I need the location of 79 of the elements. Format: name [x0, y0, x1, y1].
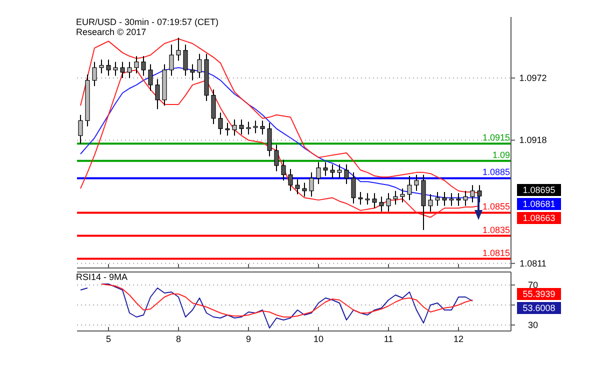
candlestick [295, 178, 300, 195]
candlestick [260, 120, 265, 135]
candlestick [470, 184, 475, 203]
candlestick [239, 118, 244, 135]
candlestick [330, 164, 335, 179]
candlestick [246, 121, 251, 135]
candlestick [99, 59, 104, 74]
candlestick [197, 53, 202, 79]
candlestick [288, 168, 293, 192]
candlestick [442, 192, 447, 206]
candlestick [218, 112, 223, 135]
candlestick [92, 61, 97, 87]
candlestick [148, 64, 153, 92]
x-tick-label: 8 [176, 334, 182, 344]
text: 55.3939 [522, 289, 556, 299]
ref-line-label: 1.0915 [482, 132, 510, 143]
candlestick [141, 56, 146, 76]
y-tick-label: 1.0918 [519, 135, 547, 146]
x-tick-label: 10 [313, 334, 324, 344]
ref-line-label: 1.0855 [482, 202, 510, 212]
candlestick [190, 64, 195, 81]
ref-line-label: 1.0885 [482, 167, 510, 178]
candlestick [344, 164, 349, 184]
candlestick [232, 118, 237, 136]
chart-title: EUR/USD - 30min - 07:19:57 (CET) [76, 17, 219, 27]
line-series [101, 284, 473, 318]
candlestick [414, 174, 419, 192]
candlestick [113, 61, 118, 76]
candlestick [169, 44, 174, 76]
candlestick [323, 162, 328, 176]
candlestick [183, 44, 188, 76]
candlestick [211, 89, 216, 125]
candlestick [337, 164, 342, 179]
x-tick-label: 9 [246, 334, 252, 344]
text: 53.6008 [522, 303, 556, 313]
candlestick [435, 192, 440, 206]
y-tick-label: 30 [528, 320, 538, 330]
candlestick [456, 192, 461, 206]
text: 1.08681 [522, 199, 556, 209]
candlestick [393, 190, 398, 206]
candlestick [386, 192, 391, 212]
candlestick [134, 56, 139, 74]
candlestick [106, 59, 111, 76]
candlestick [449, 192, 454, 206]
candlestick [302, 182, 307, 198]
y-tick-label: 70 [528, 280, 538, 290]
x-tick-label: 11 [384, 334, 394, 344]
ref-line-label: 1.0815 [482, 248, 510, 258]
candlestick [176, 37, 181, 62]
text: Research © 2017 [76, 27, 146, 37]
candlestick [253, 120, 258, 134]
ref-line-label: 1.0835 [482, 224, 510, 235]
text: 1.08663 [522, 213, 556, 223]
candlestick [281, 159, 286, 181]
candlestick [309, 172, 314, 198]
x-tick-label: 12 [453, 334, 464, 344]
candlestick [225, 122, 230, 136]
candlestick [372, 192, 377, 209]
text: 1.08695 [522, 185, 556, 195]
candlestick [428, 194, 433, 212]
candlestick [274, 144, 279, 172]
y-tick-label: 1.0811 [520, 258, 546, 268]
ref-line-label: 1.09 [492, 150, 510, 160]
candlestick [358, 192, 363, 206]
y-tick-label: 1.0972 [519, 73, 547, 84]
candlestick [127, 61, 132, 79]
candlestick [365, 192, 370, 206]
candlestick [351, 172, 356, 204]
candlestick [155, 78, 160, 110]
candlestick [400, 188, 405, 203]
candlestick [463, 190, 468, 206]
candlestick [78, 114, 83, 144]
candlestick [120, 61, 125, 79]
candlestick [267, 122, 272, 157]
candlestick [407, 175, 412, 201]
candlestick [379, 196, 384, 212]
x-tick-label: 5 [106, 334, 112, 344]
candlestick [316, 162, 321, 184]
chart-title: RSI14 - 9MA [76, 272, 128, 282]
